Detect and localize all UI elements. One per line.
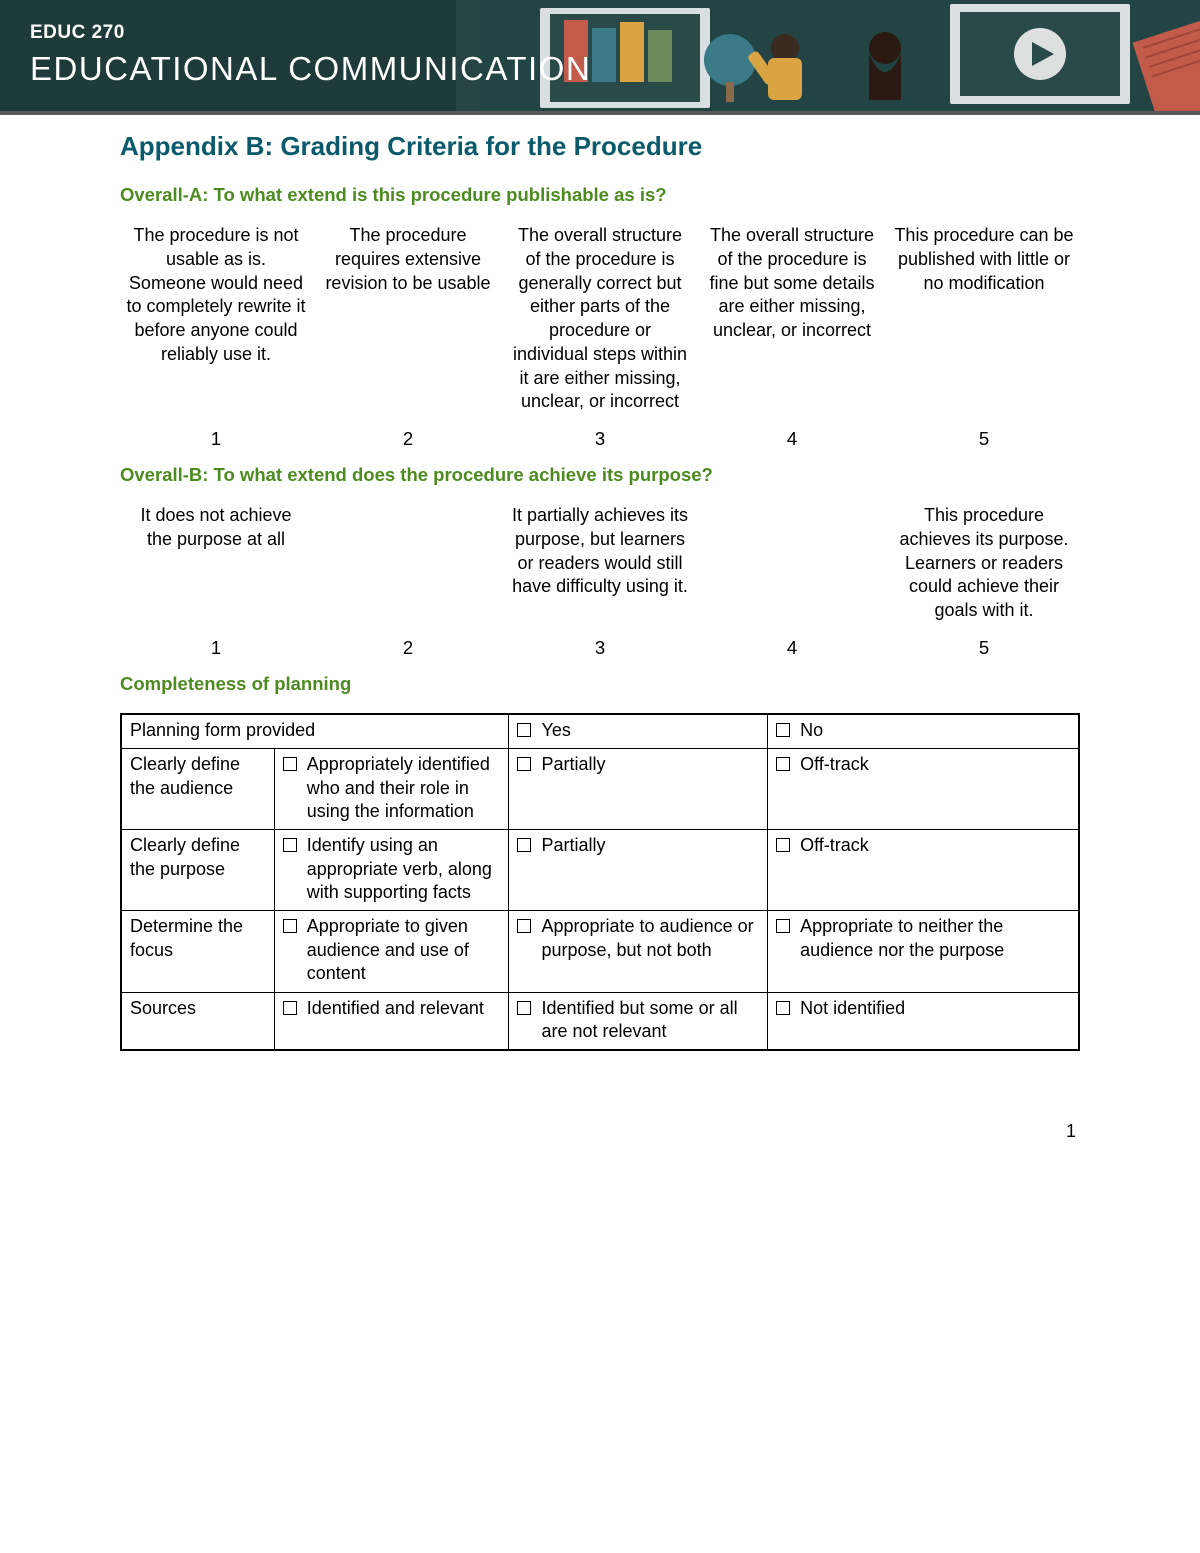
checkbox-icon[interactable] — [517, 1001, 531, 1015]
checkbox-icon[interactable] — [283, 919, 297, 933]
checkbox-icon[interactable] — [776, 838, 790, 852]
scale-number: 3 — [504, 637, 696, 659]
checkbox-icon[interactable] — [776, 723, 790, 737]
scale-number: 5 — [888, 637, 1080, 659]
rubric-cell: No — [768, 714, 1079, 749]
checkbox-icon[interactable] — [517, 757, 531, 771]
checkbox-icon[interactable] — [517, 838, 531, 852]
rubric-option-label: Off-track — [800, 834, 869, 857]
course-banner: EDUC 270 EDUCATIONAL COMMUNICATION — [0, 0, 1200, 115]
scale-number: 2 — [312, 637, 504, 659]
rubric-row-label: Clearly define the purpose — [121, 830, 274, 911]
banner-text: EDUC 270 EDUCATIONAL COMMUNICATION — [0, 0, 1200, 88]
rubric-option-label: Identified but some or all are not relev… — [541, 997, 759, 1044]
table-row: Determine the focus Appropriate to given … — [121, 911, 1079, 992]
scale-number: 3 — [504, 428, 696, 450]
completeness-table: Planning form provided Yes No Clearly defin… — [120, 713, 1080, 1052]
rubric-cell: Appropriate to audience or purpose, but … — [509, 911, 768, 992]
scale-descriptor — [696, 504, 888, 623]
checkbox-icon[interactable] — [776, 1001, 790, 1015]
scale-number: 1 — [120, 428, 312, 450]
scale-number: 4 — [696, 428, 888, 450]
checkbox-icon[interactable] — [776, 919, 790, 933]
checkbox-icon[interactable] — [517, 919, 531, 933]
rubric-row-label: Sources — [121, 992, 274, 1050]
table-row: Sources Identified and relevant Identified… — [121, 992, 1079, 1050]
scale-number: 1 — [120, 637, 312, 659]
rubric-option-label: No — [800, 719, 823, 742]
rubric-option-label: Appropriate to audience or purpose, but … — [541, 915, 759, 962]
overall-a-heading: Overall-A: To what extend is this proced… — [120, 184, 1080, 206]
checkbox-icon[interactable] — [776, 757, 790, 771]
rubric-cell: Appropriate to given audience and use of… — [274, 911, 509, 992]
scale-descriptor: This procedure achieves its purpose. Lea… — [888, 504, 1080, 623]
rubric-cell: Appropriate to neither the audience nor … — [768, 911, 1079, 992]
rubric-cell: Not identified — [768, 992, 1079, 1050]
rubric-option-label: Partially — [541, 753, 605, 776]
table-row: Clearly define the audience Appropriately… — [121, 749, 1079, 830]
overall-b-heading: Overall-B: To what extend does the proce… — [120, 464, 1080, 486]
scale-descriptor: The procedure requires extensive revisio… — [312, 224, 504, 414]
rubric-cell: Partially — [509, 830, 768, 911]
rubric-cell: Yes — [509, 714, 768, 749]
scale-descriptor: This procedure can be published with lit… — [888, 224, 1080, 414]
scale-number: 4 — [696, 637, 888, 659]
rubric-cell: Identify using an appropriate verb, alon… — [274, 830, 509, 911]
scale-descriptor: The overall structure of the procedure i… — [504, 224, 696, 414]
overall-b-scale: It does not achieve the purpose at all I… — [120, 504, 1080, 623]
scale-descriptor: The procedure is not usable as is. Someo… — [120, 224, 312, 414]
scale-descriptor: The overall structure of the procedure i… — [696, 224, 888, 414]
scale-number: 2 — [312, 428, 504, 450]
rubric-option-label: Identify using an appropriate verb, alon… — [307, 834, 501, 904]
completeness-heading: Completeness of planning — [120, 673, 1080, 695]
rubric-option-label: Off-track — [800, 753, 869, 776]
rubric-option-label: Appropriate to neither the audience nor … — [800, 915, 1070, 962]
page-content: Appendix B: Grading Criteria for the Pro… — [0, 115, 1200, 1182]
rubric-option-label: Yes — [541, 719, 570, 742]
rubric-cell: Appropriately identified who and their r… — [274, 749, 509, 830]
rubric-option-label: Identified and relevant — [307, 997, 484, 1020]
rubric-cell: Identified but some or all are not relev… — [509, 992, 768, 1050]
checkbox-icon[interactable] — [283, 757, 297, 771]
course-code: EDUC 270 — [30, 22, 1200, 44]
rubric-cell: Off-track — [768, 830, 1079, 911]
checkbox-icon[interactable] — [517, 723, 531, 737]
checkbox-icon[interactable] — [283, 1001, 297, 1015]
rubric-option-label: Partially — [541, 834, 605, 857]
rubric-cell: Partially — [509, 749, 768, 830]
rubric-cell: Identified and relevant — [274, 992, 509, 1050]
table-row: Clearly define the purpose Identify using… — [121, 830, 1079, 911]
overall-b-numbers: 1 2 3 4 5 — [120, 637, 1080, 659]
rubric-option-label: Not identified — [800, 997, 905, 1020]
rubric-cell: Off-track — [768, 749, 1079, 830]
scale-descriptor: It does not achieve the purpose at all — [120, 504, 312, 623]
table-row: Planning form provided Yes No — [121, 714, 1079, 749]
rubric-row-label: Determine the focus — [121, 911, 274, 992]
checkbox-icon[interactable] — [283, 838, 297, 852]
rubric-row-label: Clearly define the audience — [121, 749, 274, 830]
rubric-row-label: Planning form provided — [121, 714, 509, 749]
scale-number: 5 — [888, 428, 1080, 450]
scale-descriptor — [312, 504, 504, 623]
page-number: 1 — [120, 1121, 1080, 1142]
scale-descriptor: It partially achieves its purpose, but l… — [504, 504, 696, 623]
rubric-option-label: Appropriately identified who and their r… — [307, 753, 501, 823]
overall-a-scale: The procedure is not usable as is. Someo… — [120, 224, 1080, 414]
overall-a-numbers: 1 2 3 4 5 — [120, 428, 1080, 450]
course-title: EDUCATIONAL COMMUNICATION — [30, 50, 1200, 88]
rubric-option-label: Appropriate to given audience and use of… — [307, 915, 501, 985]
appendix-title: Appendix B: Grading Criteria for the Pro… — [120, 131, 1080, 162]
